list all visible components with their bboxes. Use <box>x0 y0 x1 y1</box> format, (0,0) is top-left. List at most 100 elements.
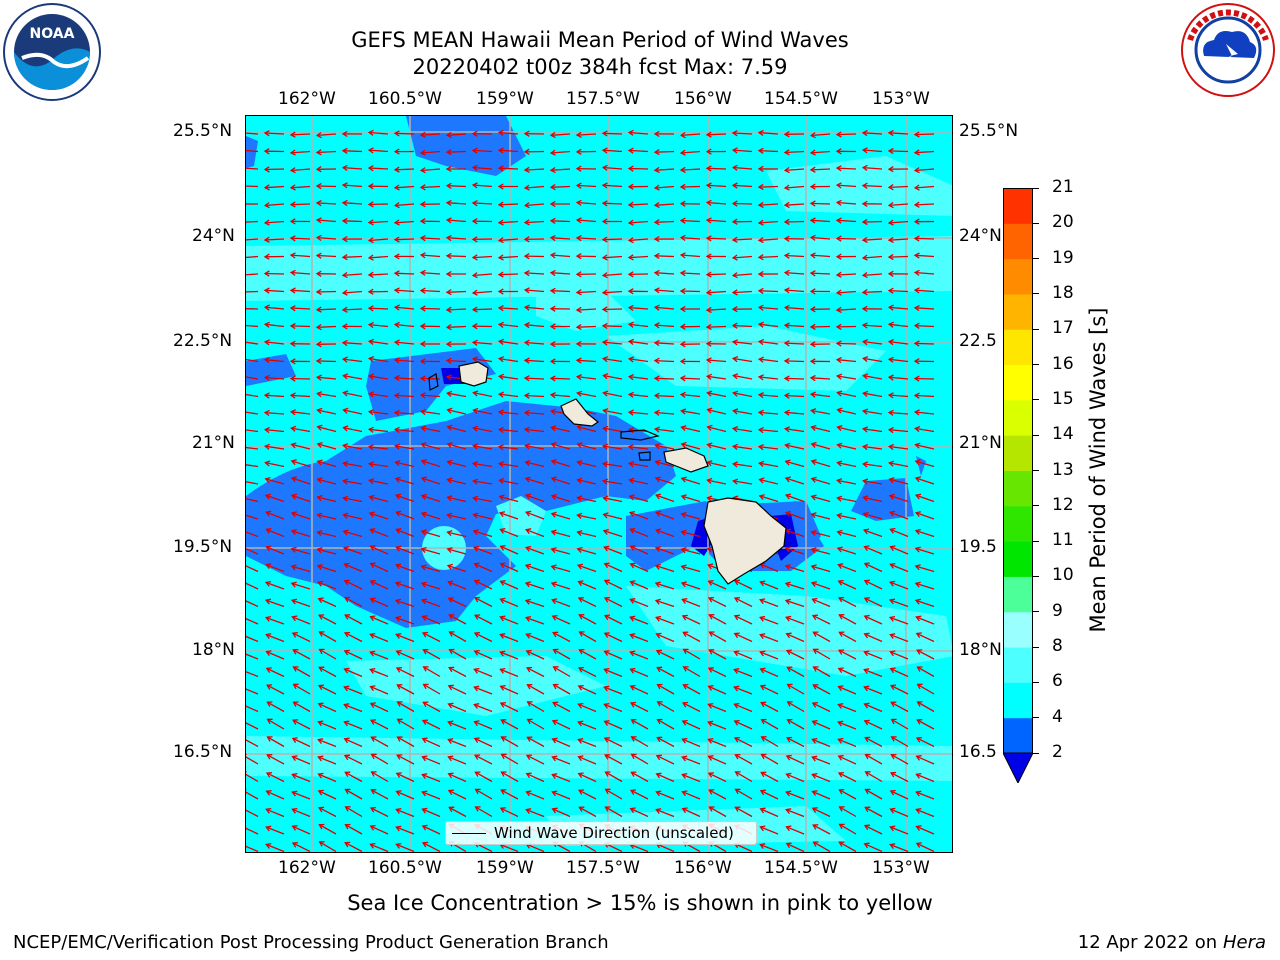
wind-wave-arrow <box>630 843 649 852</box>
wind-wave-arrow <box>421 394 441 398</box>
wind-wave-arrow <box>343 358 363 363</box>
wind-wave-arrow <box>811 565 831 573</box>
wind-wave-arrow-head <box>654 476 661 483</box>
wind-wave-arrow <box>318 790 337 800</box>
wind-wave-arrow-head <box>812 648 819 655</box>
wind-wave-arrow <box>472 255 493 259</box>
wind-wave-arrow <box>864 720 883 730</box>
wind-wave-arrow <box>915 547 935 555</box>
wind-wave-arrow-head <box>526 718 533 725</box>
wind-wave-arrow <box>681 133 701 137</box>
wind-wave-arrow <box>293 701 311 713</box>
wind-wave-arrow-head <box>344 806 351 812</box>
wind-wave-arrow <box>811 393 831 398</box>
wind-wave-arrow-head <box>473 754 481 760</box>
wind-wave-arrow <box>603 427 623 433</box>
wind-wave-arrow <box>577 426 597 433</box>
wind-wave-arrow <box>368 273 389 276</box>
wind-wave-arrow <box>524 394 545 398</box>
wind-wave-arrow <box>291 599 311 608</box>
wind-wave-arrow-head <box>264 580 272 587</box>
wind-wave-arrow-head <box>655 649 662 656</box>
wind-wave-arrow <box>837 444 857 450</box>
wind-wave-arrow <box>446 202 467 205</box>
wind-wave-arrow-head <box>316 563 323 571</box>
wind-wave-arrow-head <box>290 511 297 518</box>
wind-wave-arrow-head <box>629 667 636 674</box>
wind-wave-arrow-head <box>316 494 323 502</box>
wind-wave-arrow-head <box>732 408 739 415</box>
wind-wave-arrow <box>265 341 285 345</box>
wind-wave-arrow <box>395 616 415 625</box>
wind-wave-arrow-head <box>291 773 298 779</box>
wind-wave-arrow <box>629 479 649 485</box>
wind-wave-arrow-head <box>602 425 609 432</box>
colorbar-tick-label: 19 <box>1052 247 1074 268</box>
wind-wave-arrow-head <box>861 254 868 261</box>
wind-wave-arrow <box>344 738 363 748</box>
wind-wave-arrow <box>551 254 571 258</box>
wind-wave-arrow-head <box>835 271 842 278</box>
wind-wave-arrow-head <box>682 666 689 672</box>
wind-wave-arrow <box>420 237 441 240</box>
wind-wave-arrow <box>785 547 805 555</box>
wind-wave-arrow-head <box>263 321 270 328</box>
wind-wave-arrow-head <box>653 184 660 191</box>
wind-wave-arrow <box>394 238 415 241</box>
wind-wave-arrow-head <box>499 562 506 569</box>
wind-wave-arrow <box>863 445 883 450</box>
wind-wave-arrow-head <box>888 615 896 622</box>
wind-wave-arrow-head <box>367 355 375 363</box>
wind-wave-arrow-head <box>809 166 816 173</box>
wind-wave-arrow <box>368 220 389 224</box>
wind-wave-arrow <box>784 360 805 363</box>
wind-wave-arrow-head <box>343 579 350 586</box>
wind-wave-arrow <box>246 739 259 748</box>
wind-wave-arrow-head <box>473 562 480 569</box>
wind-wave-arrow-head <box>472 425 479 432</box>
wind-wave-arrow <box>369 340 389 345</box>
wind-wave-arrow <box>761 719 779 730</box>
wind-wave-arrow <box>839 631 857 643</box>
wind-wave-arrow <box>246 446 259 450</box>
wind-wave-arrow-head <box>914 459 921 466</box>
wind-wave-arrow <box>838 772 857 783</box>
wind-wave-arrow-head <box>315 234 322 242</box>
wind-wave-arrow-head <box>499 702 506 708</box>
wind-wave-arrow <box>524 168 545 171</box>
wind-wave-arrow-head <box>601 461 609 468</box>
wind-wave-arrow-head <box>784 442 791 449</box>
wind-wave-arrow-head <box>654 442 661 450</box>
wind-wave-arrow <box>265 306 285 310</box>
wind-wave-arrow <box>394 411 415 415</box>
wind-wave-arrow <box>786 737 805 748</box>
wind-wave-arrow-head <box>915 737 922 743</box>
wind-wave-arrow <box>421 443 441 450</box>
wind-wave-arrow <box>577 443 597 450</box>
wind-wave-arrow <box>525 461 545 468</box>
wind-wave-arrow <box>602 184 623 188</box>
wind-wave-arrow-head <box>316 441 323 448</box>
wind-wave-arrow-head <box>551 598 558 605</box>
wind-wave-arrow <box>499 446 519 450</box>
wind-wave-arrow <box>863 149 883 153</box>
wind-wave-arrow-head <box>809 306 816 313</box>
wind-wave-arrow <box>837 531 857 538</box>
wind-wave-arrow-head <box>681 614 688 621</box>
wind-wave-arrow <box>630 634 649 643</box>
wind-wave-arrow <box>266 772 285 783</box>
wind-wave-arrow <box>758 255 779 259</box>
wind-wave-arrow-head <box>395 650 402 656</box>
wind-wave-arrow-head <box>523 304 530 311</box>
wind-wave-arrow-head <box>315 374 322 381</box>
wind-wave-arrow-head <box>603 614 611 621</box>
wind-wave-arrow <box>368 307 389 310</box>
wind-wave-arrow-head <box>550 511 557 518</box>
wind-wave-arrow-head <box>811 790 818 796</box>
wind-wave-arrow <box>628 203 649 206</box>
wind-wave-arrow <box>526 773 545 783</box>
wind-wave-arrow <box>316 360 337 363</box>
wind-wave-arrow-head <box>757 183 764 191</box>
wind-wave-arrow-head <box>783 166 790 174</box>
wind-wave-arrow <box>654 394 675 398</box>
